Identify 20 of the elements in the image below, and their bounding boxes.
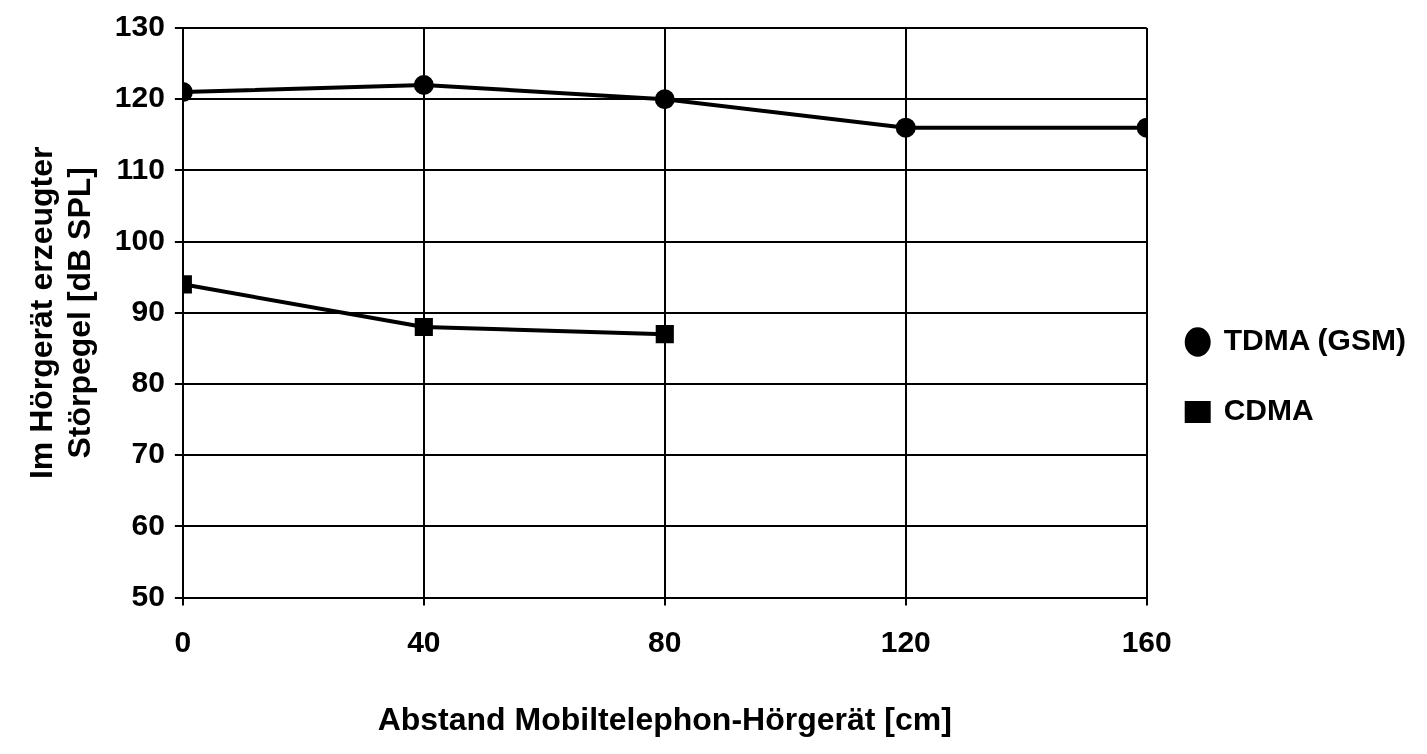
x-tick-label: 0 [174, 624, 192, 658]
y-tick-label: 90 [131, 294, 165, 328]
y-axis-title: Im Hörgerät erzeugter Störpegel [dB SPL] [23, 146, 98, 480]
y-tick-label: 100 [114, 222, 165, 256]
legend-label: CDMA [1223, 393, 1314, 427]
x-axis-title: Abstand Mobiltelephon-Hörgerät [cm] [377, 700, 952, 737]
point [655, 325, 674, 344]
y-tick-label: 130 [114, 9, 165, 43]
legend-label: TDMA (GSM) [1223, 323, 1406, 357]
y-tick-label: 70 [131, 436, 165, 470]
x-tick-label: 40 [407, 624, 441, 658]
x-tick-label: 80 [648, 624, 682, 658]
x-tick-label: 120 [880, 624, 931, 658]
y-tick-label: 120 [114, 80, 165, 114]
y-tick-label: 60 [131, 507, 165, 541]
y-tick-label: 110 [116, 151, 165, 185]
x-tick-label: 160 [1121, 624, 1172, 658]
y-tick-label: 80 [131, 365, 165, 399]
y-tick-label: 50 [131, 578, 165, 612]
point [654, 89, 675, 110]
